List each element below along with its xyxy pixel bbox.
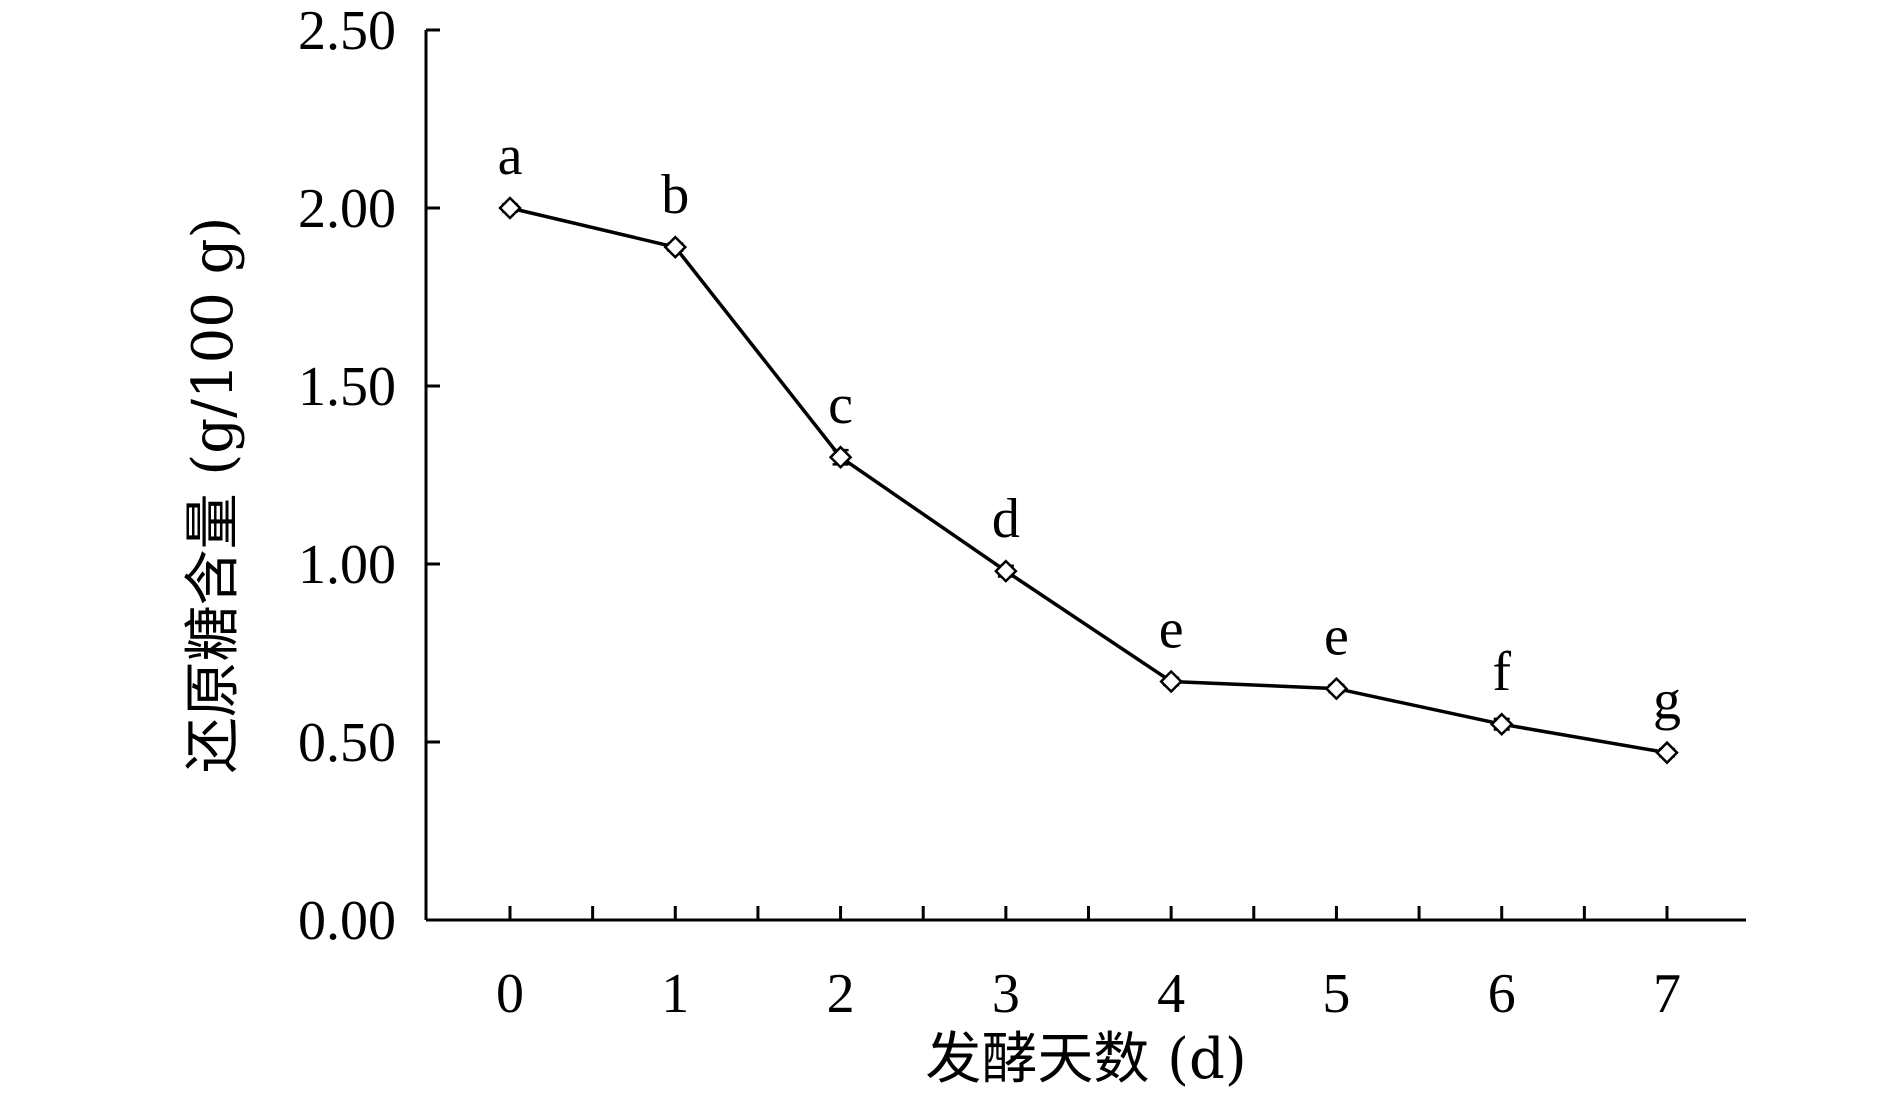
significance-label: e	[1159, 598, 1184, 660]
data-point	[828, 445, 853, 469]
y-ticks: 0.00 0.50 1.00 1.50 2.00 2.50	[298, 0, 440, 952]
y-tick-label: 0.50	[298, 712, 396, 774]
significance-label: f	[1492, 641, 1511, 703]
x-tick-label: 0	[496, 963, 524, 1025]
y-tick-label: 2.00	[298, 178, 396, 240]
significance-label: c	[828, 374, 853, 436]
x-axis-title: 发酵天数 (d)	[925, 1027, 1246, 1092]
x-tick-label: 1	[661, 963, 689, 1025]
significance-label: a	[498, 125, 523, 187]
significance-label: g	[1653, 670, 1681, 732]
data-point	[498, 196, 522, 220]
data-point	[663, 235, 688, 259]
data-point	[1324, 676, 1349, 701]
significance-label: d	[992, 488, 1020, 550]
x-tick-label: 6	[1488, 963, 1516, 1025]
y-tick-label: 1.50	[298, 356, 396, 418]
significance-label: b	[661, 164, 689, 226]
data-point	[1489, 712, 1514, 736]
y-tick-label: 2.50	[298, 0, 396, 62]
x-tick-label: 2	[827, 963, 855, 1025]
series-group: a b c d e e f g	[498, 125, 1681, 765]
x-tick-label: 5	[1322, 963, 1350, 1025]
y-tick-label: 1.00	[298, 534, 396, 596]
x-tick-label: 3	[992, 963, 1020, 1025]
x-tick-label: 4	[1157, 963, 1185, 1025]
significance-label: e	[1324, 606, 1349, 668]
axes	[424, 30, 1746, 922]
data-point	[1159, 669, 1183, 694]
x-tick-label: 7	[1653, 963, 1681, 1025]
data-point	[1655, 740, 1679, 765]
series-line	[509, 206, 1668, 755]
x-ticks: 0 1 2 3 4 5 6 7	[496, 906, 1681, 1025]
y-axis-title: 还原糖含量 (g/100 g)	[181, 217, 246, 774]
y-tick-label: 0.00	[298, 890, 396, 952]
data-point	[994, 559, 1018, 583]
